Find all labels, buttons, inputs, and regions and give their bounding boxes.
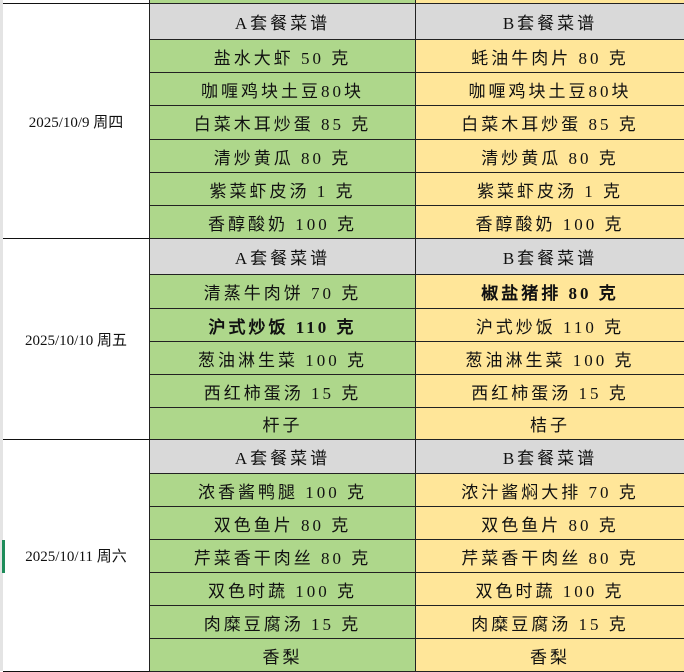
set-b-dish[interactable]: 浓汁酱焖大排 70 克 (416, 474, 684, 507)
set-a-dish[interactable]: 浓香酱鸭腿 100 克 (150, 474, 416, 507)
set-b-dish[interactable]: 桔子 (416, 408, 684, 440)
set-b-header[interactable]: B套餐菜谱 (416, 4, 684, 40)
date-cell[interactable]: 2025/10/10 周五 (3, 239, 150, 440)
cell-b-partial[interactable] (416, 0, 684, 4)
selected-row-marker (2, 540, 5, 573)
set-a-dish[interactable]: 双色时蔬 100 克 (150, 573, 416, 606)
set-a-header[interactable]: A套餐菜谱 (150, 440, 416, 474)
set-b-dish[interactable]: 双色时蔬 100 克 (416, 573, 684, 606)
date-cell[interactable]: 2025/10/11 周六 (3, 440, 150, 672)
set-b-dish[interactable]: 肉糜豆腐汤 15 克 (416, 606, 684, 639)
set-b-dish[interactable]: 白菜木耳炒蛋 85 克 (416, 106, 684, 140)
set-a-dish[interactable]: 沪式炒饭 110 克 (150, 309, 416, 342)
set-a-dish[interactable]: 芹菜香干肉丝 80 克 (150, 540, 416, 573)
set-a-dish[interactable]: 杆子 (150, 408, 416, 440)
set-a-dish[interactable]: 白菜木耳炒蛋 85 克 (150, 106, 416, 140)
set-a-dish[interactable]: 咖喱鸡块土豆80块 (150, 73, 416, 106)
set-b-dish[interactable]: 沪式炒饭 110 克 (416, 309, 684, 342)
set-a-header[interactable]: A套餐菜谱 (150, 239, 416, 275)
set-b-header[interactable]: B套餐菜谱 (416, 440, 684, 474)
set-b-dish[interactable]: 香醇酸奶 100 克 (416, 206, 684, 239)
set-a-header[interactable]: A套餐菜谱 (150, 4, 416, 40)
set-b-dish[interactable]: 西红柿蛋汤 15 克 (416, 375, 684, 408)
set-a-dish[interactable]: 双色鱼片 80 克 (150, 507, 416, 540)
date-cell[interactable]: 2025/10/9 周四 (3, 4, 150, 239)
set-b-dish[interactable]: 椒盐猪排 80 克 (416, 275, 684, 309)
set-a-dish[interactable]: 盐水大虾 50 克 (150, 40, 416, 73)
set-a-dish[interactable]: 清蒸牛肉饼 70 克 (150, 275, 416, 309)
set-b-dish[interactable]: 芹菜香干肉丝 80 克 (416, 540, 684, 573)
set-a-dish[interactable]: 紫菜虾皮汤 1 克 (150, 173, 416, 206)
set-a-dish[interactable]: 西红柿蛋汤 15 克 (150, 375, 416, 408)
set-b-dish[interactable]: 双色鱼片 80 克 (416, 507, 684, 540)
set-a-dish[interactable]: 清炒黄瓜 80 克 (150, 140, 416, 173)
cell-a-partial[interactable] (150, 0, 416, 4)
set-a-dish[interactable]: 肉糜豆腐汤 15 克 (150, 606, 416, 639)
set-b-dish[interactable]: 清炒黄瓜 80 克 (416, 140, 684, 173)
row-header-strip (0, 0, 3, 671)
set-b-dish[interactable]: 香梨 (416, 639, 684, 672)
set-a-dish[interactable]: 香醇酸奶 100 克 (150, 206, 416, 239)
set-b-dish[interactable]: 蚝油牛肉片 80 克 (416, 40, 684, 73)
set-a-dish[interactable]: 香梨 (150, 639, 416, 672)
set-b-dish[interactable]: 葱油淋生菜 100 克 (416, 342, 684, 375)
set-b-header[interactable]: B套餐菜谱 (416, 239, 684, 275)
set-b-dish[interactable]: 咖喱鸡块土豆80块 (416, 73, 684, 106)
set-a-dish[interactable]: 葱油淋生菜 100 克 (150, 342, 416, 375)
date-cell-partial[interactable] (3, 0, 150, 4)
set-b-dish[interactable]: 紫菜虾皮汤 1 克 (416, 173, 684, 206)
